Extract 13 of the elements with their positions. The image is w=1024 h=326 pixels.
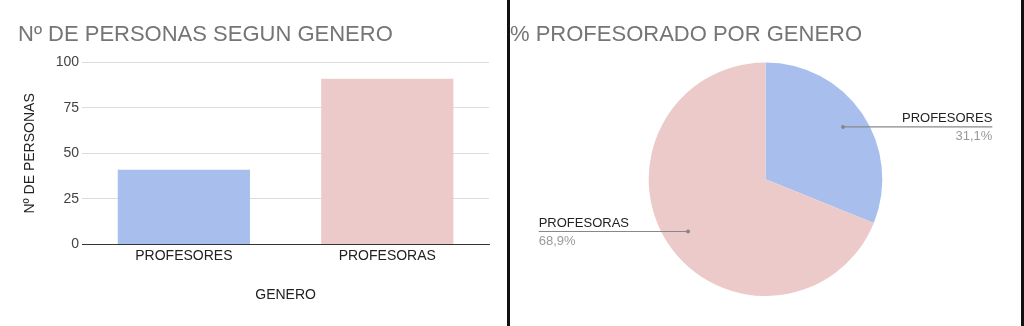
- y-tick-label: 25: [63, 189, 80, 206]
- x-axis-title: GENERO: [255, 286, 317, 303]
- y-tick-label: 50: [63, 144, 80, 161]
- y-tick-label: 100: [55, 53, 80, 70]
- slice-label: PROFESORES: [902, 110, 993, 125]
- data-label: 68,9%: [538, 232, 576, 248]
- y-tick-label: 75: [63, 98, 80, 115]
- chart-title: % PROFESORADO POR GENERO: [510, 21, 863, 47]
- y-axis-title: Nº DE PERSONAS: [21, 93, 38, 214]
- y-tick-label: 0: [71, 235, 80, 252]
- data-label: 31,1%: [955, 128, 993, 143]
- slice-label: PROFESORAS: [538, 214, 630, 230]
- chart-title: Nº DE PERSONAS SEGUN GENERO: [18, 21, 393, 47]
